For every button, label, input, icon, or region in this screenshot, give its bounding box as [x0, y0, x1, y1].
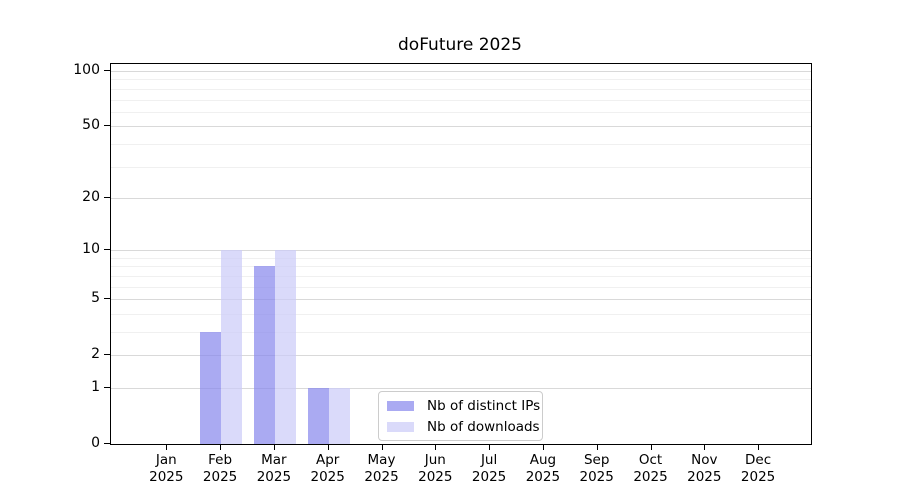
gridline-20 — [111, 197, 811, 199]
x-tick-label-oct: Oct 2025 — [633, 452, 668, 485]
legend-label-distinct-ips: Nb of distinct IPs — [427, 397, 541, 414]
bar-feb-distinct-ips — [200, 332, 222, 444]
y-tick-mark-1 — [104, 387, 110, 388]
gridline-minor-8 — [111, 266, 811, 268]
x-tick-mark-jun — [435, 444, 437, 450]
gridline-50 — [111, 126, 811, 128]
y-tick-mark-50 — [104, 125, 110, 127]
legend-item-distinct-ips: Nb of distinct IPs — [379, 397, 542, 415]
x-tick-mark-mar — [273, 444, 275, 450]
x-tick-mark-apr — [327, 444, 329, 450]
x-tick-label-jun: Jun 2025 — [418, 452, 453, 485]
legend-label-downloads: Nb of downloads — [427, 418, 540, 435]
bar-mar-distinct-ips — [253, 266, 275, 444]
y-tick-label-50: 50 — [82, 117, 100, 134]
bar-apr-downloads — [328, 388, 350, 444]
x-tick-label-aug: Aug 2025 — [525, 452, 561, 485]
gridline-minor-70 — [111, 99, 811, 101]
gridline-2 — [111, 355, 811, 357]
y-tick-label-5: 5 — [91, 290, 100, 307]
x-tick-mark-oct — [650, 444, 652, 450]
chart-title: doFuture 2025 — [398, 35, 522, 55]
gridline-1 — [111, 388, 811, 389]
gridline-5 — [111, 299, 811, 301]
legend: Nb of distinct IPs Nb of downloads — [378, 391, 543, 441]
x-tick-mark-dec — [758, 444, 760, 450]
x-tick-label-jan: Jan 2025 — [149, 452, 184, 485]
y-tick-label-100: 100 — [73, 62, 100, 78]
x-tick-mark-nov — [704, 444, 706, 450]
x-tick-mark-may — [381, 444, 383, 450]
gridline-10 — [111, 250, 811, 252]
x-tick-mark-aug — [542, 444, 544, 450]
y-tick-mark-20 — [104, 196, 110, 198]
x-tick-mark-sep — [596, 444, 598, 450]
gridline-minor-90 — [111, 79, 811, 81]
y-tick-mark-5 — [104, 298, 110, 300]
bar-apr-distinct-ips — [307, 388, 329, 444]
gridline-minor-7 — [111, 275, 811, 277]
x-tick-label-nov: Nov 2025 — [687, 452, 722, 485]
bar-feb-downloads — [221, 250, 243, 444]
y-tick-mark-2 — [104, 354, 110, 356]
y-tick-label-1: 1 — [91, 379, 100, 395]
plot-area: Nb of distinct IPs Nb of downloads — [110, 63, 812, 445]
x-tick-label-mar: Mar 2025 — [256, 452, 292, 485]
x-tick-label-may: May 2025 — [364, 452, 399, 485]
gridline-minor-4 — [111, 313, 811, 315]
y-tick-mark-100 — [104, 70, 110, 71]
gridline-minor-80 — [111, 88, 811, 90]
x-tick-label-sep: Sep 2025 — [579, 452, 614, 485]
x-tick-mark-jul — [489, 444, 491, 450]
gridline-minor-40 — [111, 143, 811, 145]
x-tick-label-jul: Jul 2025 — [471, 452, 507, 485]
y-tick-mark-0 — [104, 443, 110, 444]
gridline-minor-9 — [111, 257, 811, 259]
gridline-minor-3 — [111, 332, 811, 333]
bar-mar-downloads — [274, 250, 296, 444]
y-tick-label-20: 20 — [82, 188, 100, 205]
gridline-100 — [111, 71, 811, 72]
x-tick-label-dec: Dec 2025 — [740, 452, 776, 485]
y-tick-mark-10 — [104, 249, 110, 251]
gridline-minor-6 — [111, 286, 811, 288]
gridline-minor-60 — [111, 111, 811, 113]
gridline-minor-30 — [111, 166, 811, 168]
y-tick-label-10: 10 — [82, 241, 100, 258]
legend-swatch-downloads — [387, 421, 414, 432]
x-tick-mark-feb — [220, 444, 222, 450]
y-tick-label-0: 0 — [91, 435, 100, 451]
x-tick-label-feb: Feb 2025 — [202, 452, 238, 485]
x-tick-mark-jan — [166, 444, 168, 450]
legend-swatch-distinct-ips — [387, 400, 414, 411]
x-tick-label-apr: Apr 2025 — [310, 452, 345, 485]
legend-item-downloads: Nb of downloads — [379, 418, 542, 436]
y-tick-label-2: 2 — [91, 346, 100, 363]
